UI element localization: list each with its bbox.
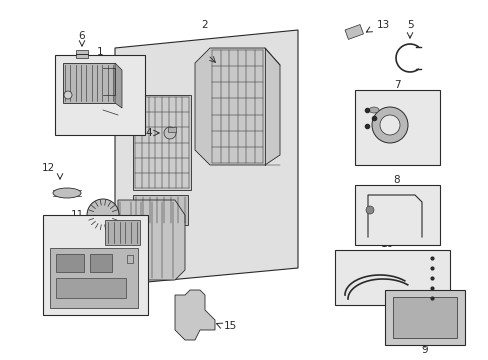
Bar	[76, 50, 88, 58]
Polygon shape	[50, 248, 138, 308]
Text: 12: 12	[41, 163, 55, 173]
Bar	[105, 220, 140, 245]
Text: 8: 8	[393, 175, 400, 185]
Bar	[43, 215, 148, 315]
Polygon shape	[115, 63, 122, 108]
Bar	[392, 297, 456, 338]
Bar	[90, 254, 112, 272]
Circle shape	[365, 206, 373, 214]
Text: 9: 9	[421, 345, 427, 355]
Circle shape	[371, 107, 407, 143]
Bar	[55, 55, 145, 135]
Polygon shape	[115, 30, 297, 285]
Text: 10: 10	[380, 239, 393, 249]
Bar	[63, 63, 115, 103]
Polygon shape	[195, 48, 280, 165]
Text: 15: 15	[224, 321, 237, 331]
Ellipse shape	[53, 188, 81, 198]
Text: 6: 6	[79, 31, 85, 41]
Circle shape	[125, 259, 135, 269]
Text: 5: 5	[406, 20, 412, 30]
Bar	[133, 195, 187, 225]
Circle shape	[87, 199, 119, 231]
Text: 3: 3	[92, 205, 98, 215]
Text: 13: 13	[376, 20, 389, 30]
Polygon shape	[118, 200, 184, 280]
Text: 14: 14	[131, 277, 144, 287]
Bar	[354, 185, 439, 245]
Text: 4: 4	[145, 128, 152, 138]
Circle shape	[379, 115, 399, 135]
Bar	[354, 90, 439, 165]
Text: 11: 11	[71, 210, 84, 220]
Circle shape	[64, 91, 72, 99]
Bar	[133, 95, 191, 190]
Bar	[168, 127, 176, 132]
Ellipse shape	[368, 107, 378, 113]
Text: 2: 2	[201, 20, 208, 30]
Text: 1: 1	[97, 47, 103, 57]
Bar	[384, 290, 464, 345]
Bar	[56, 254, 84, 272]
Circle shape	[163, 127, 176, 139]
Polygon shape	[175, 290, 215, 340]
Bar	[127, 255, 133, 263]
Bar	[56, 278, 126, 298]
Bar	[345, 24, 363, 39]
Bar	[334, 250, 449, 305]
Text: 7: 7	[393, 80, 400, 90]
